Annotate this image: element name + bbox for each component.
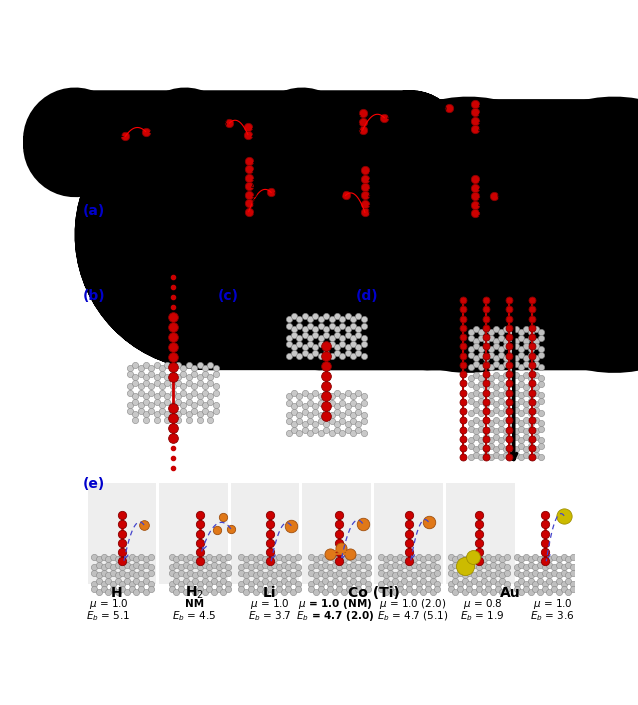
FancyBboxPatch shape — [447, 484, 514, 584]
Text: 1: 1 — [367, 166, 373, 175]
Text: $\mu$ = 1.0: $\mu$ = 1.0 — [249, 597, 290, 611]
Text: $E_b$ = 3.6: $E_b$ = 3.6 — [530, 609, 575, 623]
Text: 5: 5 — [251, 190, 256, 200]
Text: 5: 5 — [477, 209, 482, 218]
Text: 2: 2 — [477, 108, 482, 117]
Text: 3: 3 — [477, 192, 483, 201]
Text: 2: 2 — [355, 117, 360, 126]
Text: 3: 3 — [251, 173, 256, 183]
Text: $\mu$ = 1.0: $\mu$ = 1.0 — [89, 597, 128, 611]
Text: 4: 4 — [387, 114, 392, 122]
Text: (c): (c) — [218, 288, 239, 302]
Text: 4: 4 — [367, 191, 373, 200]
Text: $E_b$ = 5.1: $E_b$ = 5.1 — [86, 609, 131, 623]
Text: (a): (a) — [83, 204, 105, 218]
Text: 1: 1 — [477, 175, 482, 184]
Text: 3: 3 — [221, 118, 227, 128]
Text: Co (Ti): Co (Ti) — [348, 586, 400, 600]
Text: (b): (b) — [83, 288, 105, 302]
Text: 6: 6 — [497, 192, 502, 201]
Text: 3: 3 — [477, 116, 483, 125]
Text: 8: 8 — [274, 188, 279, 197]
Text: 4: 4 — [251, 182, 256, 191]
Text: Au: Au — [500, 586, 520, 600]
Text: (d): (d) — [355, 288, 378, 302]
Text: H$_2$: H$_2$ — [185, 584, 204, 601]
Text: 5: 5 — [367, 200, 373, 209]
Text: 4: 4 — [477, 125, 482, 134]
Text: 1: 1 — [118, 130, 123, 139]
Text: 4: 4 — [477, 200, 482, 209]
Text: 1: 1 — [477, 99, 482, 109]
Text: $E_b$ = 4.7 (5.1): $E_b$ = 4.7 (5.1) — [377, 609, 449, 623]
Text: $E_b$ = 4.5: $E_b$ = 4.5 — [172, 609, 217, 623]
Text: $\mu$ = 1.0: $\mu$ = 1.0 — [533, 597, 572, 611]
Text: $E_b$ = 3.7: $E_b$ = 3.7 — [248, 609, 292, 623]
Text: NM: NM — [185, 599, 204, 609]
FancyBboxPatch shape — [87, 484, 156, 584]
Text: 2: 2 — [148, 125, 153, 135]
FancyBboxPatch shape — [159, 484, 228, 584]
Text: 2: 2 — [367, 174, 373, 183]
Text: $\mu$ = 1.0 (NM): $\mu$ = 1.0 (NM) — [299, 597, 373, 611]
FancyBboxPatch shape — [302, 484, 371, 584]
Text: 2: 2 — [477, 183, 482, 192]
Text: Li: Li — [263, 586, 276, 600]
Text: 1: 1 — [251, 157, 256, 166]
FancyBboxPatch shape — [231, 484, 299, 584]
Text: 7: 7 — [338, 191, 343, 200]
Text: 3: 3 — [355, 125, 360, 135]
Text: 2: 2 — [250, 130, 255, 139]
Text: 6: 6 — [367, 208, 373, 217]
Text: 2: 2 — [251, 165, 256, 174]
Text: 1: 1 — [355, 109, 360, 118]
Text: 3: 3 — [367, 183, 373, 192]
Text: 6: 6 — [251, 199, 256, 208]
Text: $E_b$ = 1.9: $E_b$ = 1.9 — [461, 609, 505, 623]
Text: $\mu$ = 1.0 (2.0): $\mu$ = 1.0 (2.0) — [379, 597, 447, 611]
Text: H: H — [110, 586, 122, 600]
Text: $E_b$ = 4.7 (2.0): $E_b$ = 4.7 (2.0) — [296, 609, 375, 623]
Text: 7: 7 — [251, 207, 256, 216]
Text: (e): (e) — [83, 477, 105, 491]
FancyBboxPatch shape — [375, 484, 443, 584]
Text: 1: 1 — [250, 123, 255, 131]
Text: 5: 5 — [441, 104, 447, 113]
Text: $\mu$ = 0.8: $\mu$ = 0.8 — [463, 597, 503, 611]
